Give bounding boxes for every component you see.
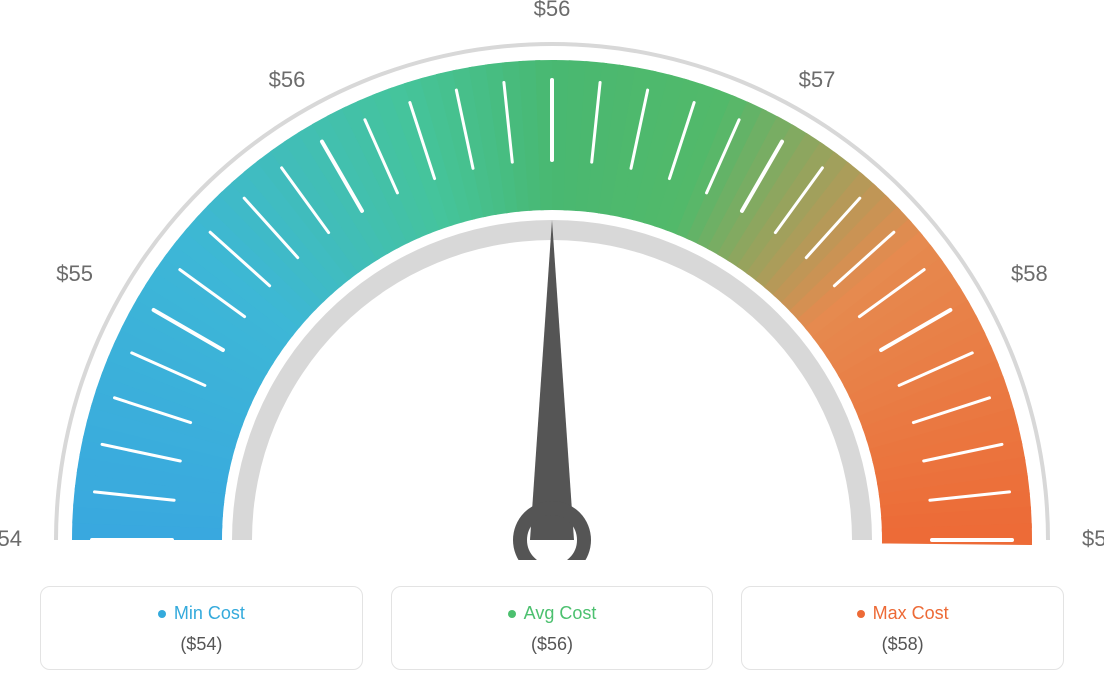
legend-title-min: Min Cost [158, 603, 245, 624]
legend-card-min: Min Cost ($54) [40, 586, 363, 670]
legend-dot-avg [508, 610, 516, 618]
gauge-tick-label: $54 [0, 526, 22, 551]
gauge-tick-label: $57 [799, 67, 836, 92]
gauge-tick-label: $58 [1082, 526, 1104, 551]
legend-label-avg: Avg Cost [524, 603, 597, 624]
legend-card-max: Max Cost ($58) [741, 586, 1064, 670]
legend-title-max: Max Cost [857, 603, 949, 624]
legend-card-avg: Avg Cost ($56) [391, 586, 714, 670]
legend-row: Min Cost ($54) Avg Cost ($56) Max Cost (… [40, 586, 1064, 670]
gauge-tick-label: $56 [534, 0, 571, 21]
cost-gauge-chart: $54 $55 $56 $56 $57 $58 $58 [0, 0, 1104, 560]
legend-dot-min [158, 610, 166, 618]
gauge-svg: $54 $55 $56 $56 $57 $58 $58 [0, 0, 1104, 560]
legend-dot-max [857, 610, 865, 618]
legend-title-avg: Avg Cost [508, 603, 597, 624]
legend-value-min: ($54) [41, 634, 362, 655]
gauge-tick-label: $55 [56, 261, 93, 286]
gauge-needle [530, 220, 574, 540]
gauge-tick-label: $56 [269, 67, 306, 92]
gauge-tick-label: $58 [1011, 261, 1048, 286]
legend-label-max: Max Cost [873, 603, 949, 624]
legend-value-max: ($58) [742, 634, 1063, 655]
legend-label-min: Min Cost [174, 603, 245, 624]
legend-value-avg: ($56) [392, 634, 713, 655]
